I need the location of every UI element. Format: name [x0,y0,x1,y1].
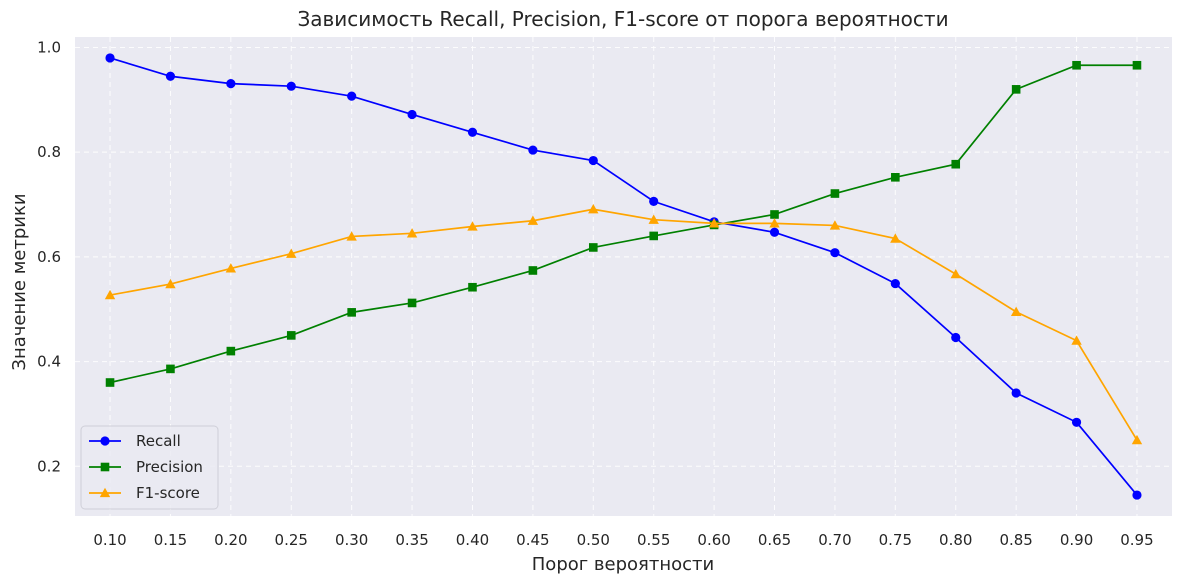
legend-label: Recall [136,432,181,450]
recall-point [528,145,538,155]
recall-point [105,53,115,63]
precision-point [1011,85,1021,94]
y-tick-label: 1.0 [37,38,61,56]
x-tick-label: 0.80 [939,531,972,549]
y-axis-label: Значение метрики [9,193,30,370]
f1-score-point [588,204,599,214]
y-tick-label: 0.8 [37,143,61,161]
x-tick-label: 0.90 [1060,531,1093,549]
legend-swatch-marker [99,487,111,498]
legend-swatch-marker [100,462,110,472]
f1-score-point [406,228,418,238]
x-tick-label: 0.70 [818,531,851,549]
f1-score-point [165,278,176,289]
precision-point [951,159,961,169]
precision-point [468,282,477,292]
recall-point [649,196,659,206]
legend-label: F1-score [136,484,200,502]
precision-point [347,308,356,317]
f1-score-point [527,215,539,225]
recall-point [890,278,900,289]
x-tick-label: 0.10 [93,531,126,549]
recall-point [467,127,478,137]
f1-score-point [648,214,659,224]
series-f1-score [104,204,1143,445]
y-tick-label: 0.6 [37,248,61,266]
precision-line [109,64,1137,384]
f1-score-point [708,218,720,228]
legend-swatch-marker [100,436,110,446]
precision-point [286,331,296,340]
f1-score-point [225,263,237,273]
x-axis-label: Порог вероятности [532,554,714,575]
f1-score-point [1071,335,1082,345]
legend-label: Precision [136,458,203,476]
x-tick-label: 0.25 [275,531,308,549]
f1-score-line [109,208,1138,441]
x-tick-label: 0.95 [1120,531,1153,549]
recall-point [588,155,598,166]
precision-point [226,346,236,356]
x-tick-label: 0.50 [577,531,610,549]
recall-point [165,71,176,81]
recall-point [951,332,961,343]
f1-score-point [286,248,297,258]
precision-point [1132,60,1142,70]
x-tick-label: 0.65 [758,531,791,549]
precision-point [407,298,417,308]
recall-point [226,78,236,89]
y-tick-label: 0.4 [37,353,61,371]
x-tick-label: 0.55 [637,531,670,549]
precision-point [105,378,115,387]
x-tick-label: 0.40 [456,531,489,549]
f1-score-point [467,221,478,231]
x-tick-label: 0.75 [879,531,912,549]
recall-point [407,109,417,120]
precision-point [1072,60,1081,70]
f1-score-point [890,233,901,243]
precision-point [770,210,779,219]
legend-item-recall: Recall [89,432,181,450]
plot-area [75,37,1172,516]
recall-point [1132,490,1142,500]
recall-point [286,81,296,91]
x-tick-label: 0.15 [154,531,187,549]
precision-point [891,172,900,182]
chart-title: Зависимость Recall, Precision, F1-score … [297,7,948,31]
series-precision [105,60,1142,387]
precision-point [528,266,538,275]
precision-point [649,231,659,241]
legend-item-f1-score: F1-score [89,484,200,502]
x-tick-label: 0.45 [516,531,549,549]
precision-point [588,243,598,252]
recall-point [830,248,840,258]
series-recall [105,53,1142,500]
precision-point [166,364,175,374]
f1-score-point [829,220,841,230]
f1-score-point [104,289,116,300]
x-tick-label: 0.35 [395,531,428,549]
recall-point [347,91,357,101]
f1-score-point [346,231,357,241]
recall-point [1071,417,1082,427]
f1-score-point [769,218,780,228]
f1-score-point [950,268,961,279]
x-tick-label: 0.30 [335,531,368,549]
x-tick-label: 0.60 [697,531,730,549]
recall-line [109,57,1138,496]
f1-score-point [1131,434,1143,445]
y-tick-label: 0.2 [37,457,61,475]
x-tick-label: 0.20 [214,531,247,549]
legend-box [80,425,219,510]
legend-item-precision: Precision [89,458,203,476]
precision-point [830,189,840,198]
f1-score-point [1010,306,1022,316]
x-tick-label: 0.85 [999,531,1032,549]
recall-point [1011,388,1021,398]
recall-point [769,227,780,237]
